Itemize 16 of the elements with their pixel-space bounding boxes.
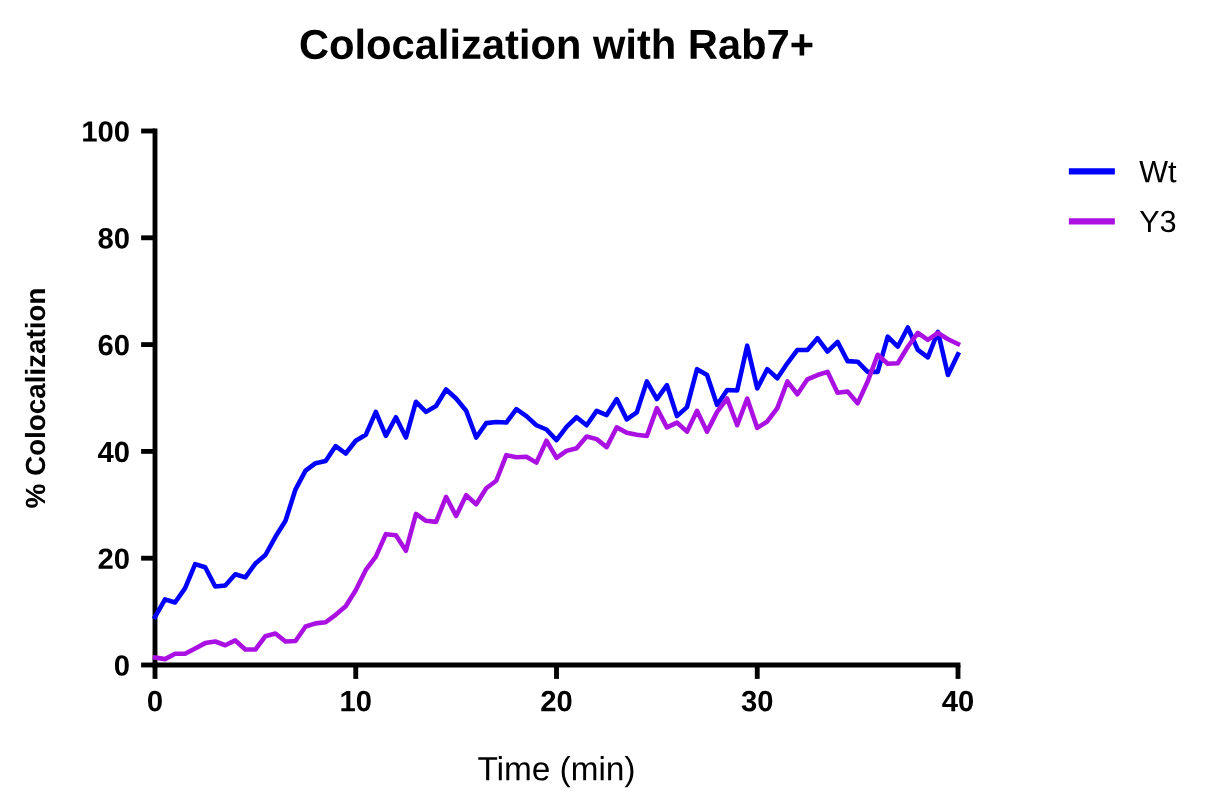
x-axis-title: Time (min): [478, 756, 634, 788]
x-tick-label: 0: [148, 690, 162, 712]
x-tick-label: 10: [341, 690, 371, 712]
y-tick-label: 20: [98, 548, 129, 570]
legend-label: Wt: [1139, 161, 1177, 183]
chart-title: Colocalization with Rab7+: [300, 28, 813, 60]
x-tick-label: 30: [741, 690, 773, 712]
y-tick-label: 80: [98, 228, 129, 249]
y-axis-title: % Colocalization: [24, 289, 46, 508]
y-tick-label: 100: [83, 121, 129, 142]
y-tick-label: 40: [98, 441, 129, 463]
x-tick-label: 40: [942, 690, 974, 712]
y-tick-label: 0: [114, 655, 129, 676]
x-tick-label: 20: [541, 690, 572, 712]
y-tick-label: 60: [98, 334, 129, 356]
legend-label: Y3: [1139, 210, 1176, 233]
